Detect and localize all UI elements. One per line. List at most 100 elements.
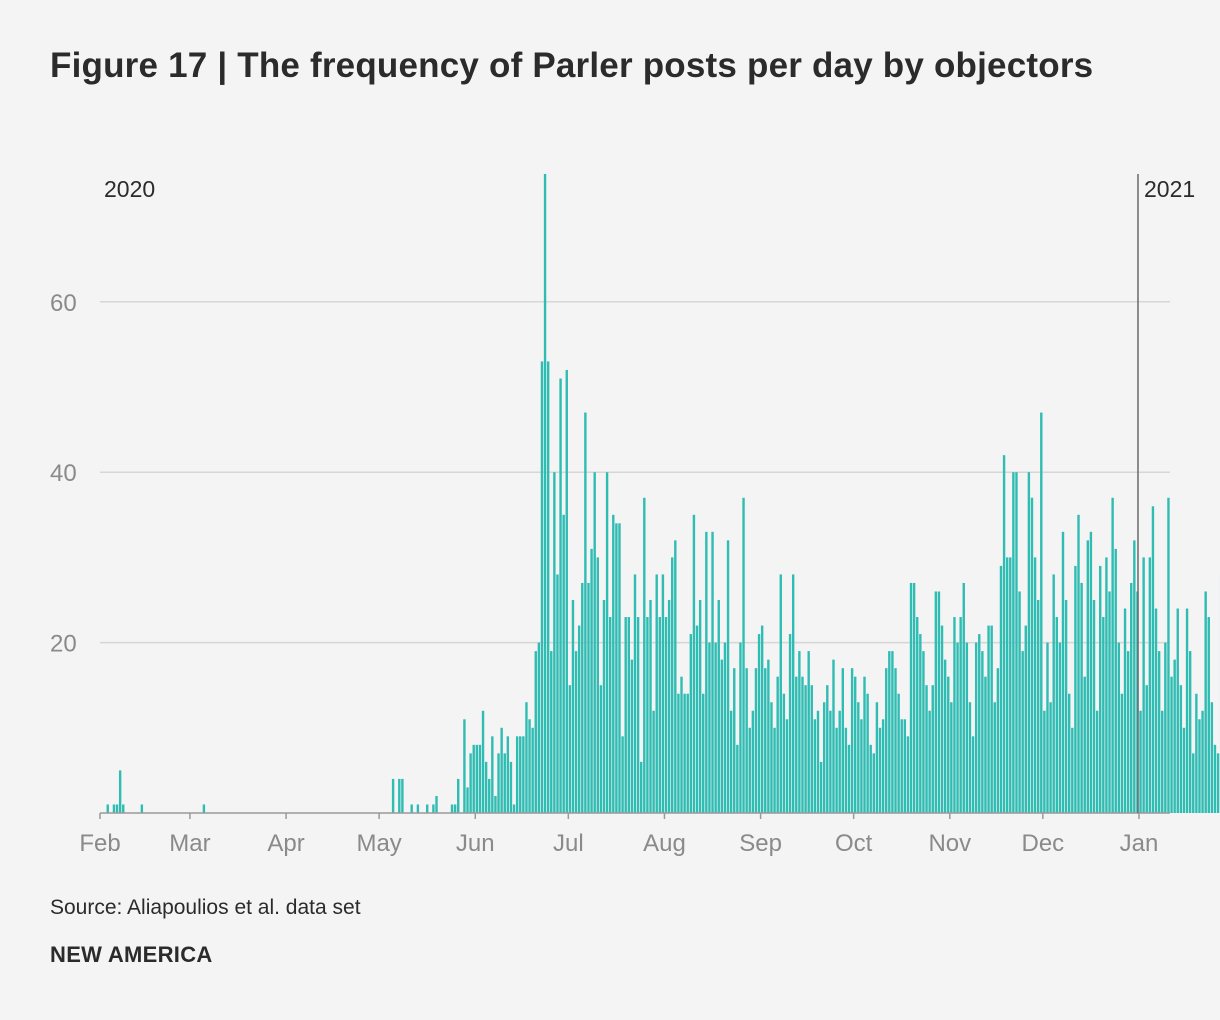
source-note: Source: Aliapoulios et al. data set (50, 896, 361, 919)
bar (1161, 710, 1164, 813)
bar (931, 685, 934, 813)
bar (621, 736, 624, 813)
bar (1083, 676, 1086, 813)
bar (1009, 557, 1012, 813)
bar (522, 736, 525, 813)
bar (630, 659, 634, 813)
axes (99, 174, 1170, 819)
bar (106, 804, 109, 813)
bar (804, 685, 807, 813)
bar (1179, 685, 1183, 813)
bar (854, 676, 857, 813)
bar (1077, 514, 1080, 813)
bar (1195, 693, 1198, 813)
bar (711, 531, 714, 813)
bar (497, 753, 500, 813)
bar (726, 540, 730, 813)
bar (478, 744, 482, 813)
bar (612, 514, 615, 813)
bar (996, 668, 1000, 813)
bar (835, 727, 838, 813)
bar (1092, 600, 1096, 813)
bar (736, 744, 739, 813)
bar (587, 582, 590, 813)
bar-chart: 20 40 60 Feb Mar Apr May Jun Jul Aug Sep Oct Nov Dec J… (50, 174, 1220, 857)
bar (1030, 497, 1034, 813)
bar (122, 804, 125, 813)
bar (950, 702, 953, 813)
bar (934, 591, 938, 813)
bar (757, 634, 761, 813)
bar (891, 651, 894, 813)
bar (577, 625, 581, 813)
bar (556, 574, 559, 813)
bar (450, 804, 454, 813)
bar (788, 634, 792, 813)
bar (826, 685, 829, 813)
bar (553, 472, 556, 813)
bar (615, 523, 618, 813)
bar (751, 710, 755, 813)
bar (807, 651, 810, 813)
bar (903, 719, 907, 813)
bar (506, 736, 510, 813)
bar (689, 634, 693, 813)
bar (649, 600, 652, 813)
bar (466, 787, 469, 813)
bar (1173, 659, 1176, 813)
bar (472, 744, 475, 813)
bar (999, 565, 1003, 813)
bar (664, 617, 668, 813)
bar (844, 727, 848, 813)
bar (115, 804, 119, 813)
bar (112, 804, 116, 813)
bar (798, 651, 801, 813)
bar (1027, 472, 1031, 813)
bar (683, 693, 686, 813)
bar (426, 804, 429, 813)
bar (435, 795, 438, 813)
bar (581, 582, 584, 813)
bar (782, 693, 786, 813)
x-tick-label: Jan (1120, 830, 1159, 857)
bar (909, 582, 913, 813)
bar (398, 778, 401, 813)
year-label: 2021 (1144, 176, 1195, 202)
bar (810, 685, 813, 813)
bar (829, 710, 832, 813)
bar (550, 651, 553, 813)
x-tick-label: Feb (79, 830, 120, 857)
bar (655, 574, 658, 813)
bar (1002, 455, 1006, 813)
bar (677, 693, 680, 813)
x-tick-label: Dec (1021, 830, 1064, 857)
bar (1012, 472, 1015, 813)
bar (720, 659, 724, 813)
bar (568, 685, 572, 813)
bar (574, 651, 578, 813)
bar (956, 642, 959, 813)
bar (990, 625, 993, 813)
bar (968, 702, 972, 813)
bar (767, 659, 770, 813)
bar (959, 617, 962, 813)
bar (723, 642, 727, 813)
bar (503, 753, 506, 813)
bar (202, 804, 206, 813)
bar (646, 617, 649, 813)
bar (754, 668, 758, 813)
bar (925, 685, 928, 813)
bar (1036, 600, 1040, 813)
x-tick-label: Jun (456, 830, 495, 857)
bar (714, 642, 717, 813)
bar (515, 736, 519, 813)
bar (965, 642, 969, 813)
bar (1126, 651, 1130, 813)
bar (984, 676, 987, 813)
bar (1145, 685, 1148, 813)
bar (410, 804, 413, 813)
bar (1185, 608, 1189, 813)
bar (590, 548, 593, 813)
bar (140, 804, 144, 813)
bar (540, 361, 544, 813)
